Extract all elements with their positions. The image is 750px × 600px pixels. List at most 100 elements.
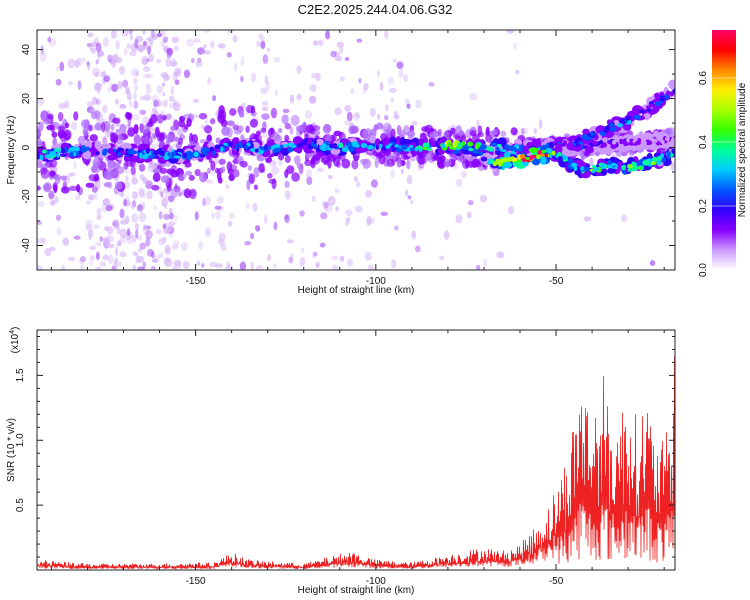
spectrogram-cell [120,219,128,225]
spectrogram-cell [253,184,258,190]
spectrogram-cell [99,261,107,267]
spectrogram-cell [37,185,41,191]
spectrogram-cell [114,98,119,105]
spectrogram-cell [127,127,136,137]
spectrogram-cell [667,151,671,157]
spectrogram-cell [128,100,133,108]
spectrogram-cell [75,150,80,156]
spectrogram-cell [375,150,383,160]
spectrogram-cell [170,187,179,199]
spectrogram-cell [148,54,154,62]
spectrogram-cell [537,150,543,155]
spectrogram-cell [168,95,175,103]
spectrogram-cell [406,174,413,185]
spectrogram-cell [57,111,64,122]
spectrogram-cell [83,119,90,129]
spectrogram-cell [333,130,342,137]
spectrogram-cell [233,129,242,135]
spectrogram-cell [331,264,338,270]
spectrogram-cell [192,98,199,104]
spectrogram-cell [313,130,321,136]
spectrogram-cell [238,110,245,118]
spectrogram-cell [93,224,101,230]
spectrogram-cell [332,156,340,167]
spectrogram-cell [87,194,95,201]
spectrogram-cell [88,228,94,238]
spectrogram-cell [264,144,268,150]
spectrogram-cell [51,131,58,138]
spectrogram-cell [132,264,137,270]
spectrogram-cell [457,142,462,148]
spectrogram-cell [416,145,423,150]
spectrogram-cell [246,179,251,191]
snr-marks [37,356,675,570]
spectrogram-cell [656,159,662,166]
spectrogram-cell [411,230,417,240]
spectrogram-cell [150,32,157,39]
spectrogram-cell [394,144,400,148]
spectrogram-cell [296,93,302,101]
y-tick-label: 1.5 [15,368,26,382]
spectrogram-cell [158,100,163,107]
spectrogram-cell [165,57,172,68]
spectrogram-cell [633,114,641,120]
spectrogram-cell [220,166,226,173]
spectrogram-cell [238,144,244,149]
spectrogram-cell [205,227,211,237]
spectrogram-cell [267,172,273,179]
spectrogram-cell [622,164,626,171]
spectrogram-cell [670,138,675,144]
spectrogram-cell [145,148,150,154]
spectrogram-cell [112,117,121,124]
spectrogram-cell [671,148,675,154]
spectrogram-cell [546,147,553,154]
spectrogram-cell [131,177,139,185]
spectrogram-cell [358,77,362,84]
spectrogram-frame [36,29,676,271]
spectrogram-cell [161,236,167,244]
spectrogram-cell [383,114,389,121]
spectrogram-x-label: Height of straight line (km) [298,285,415,296]
spectrogram-cell [492,167,500,177]
spectrogram-cell [268,178,277,184]
spectrogram-cell [312,250,316,259]
spectrogram-cell [602,142,607,148]
spectrogram-cell [264,214,268,225]
spectrogram-cell [95,151,100,156]
spectrogram-cell [49,151,57,157]
spectrogram-cell [82,150,92,160]
spectrogram-cell [172,71,178,82]
spectrogram-cell [162,91,166,97]
spectrogram-cell [169,212,174,220]
spectrogram-cell [165,113,172,121]
spectrogram-cell [254,148,259,153]
spectrogram-cell [170,125,176,131]
spectrogram-cell [128,30,134,35]
spectrogram-cell [220,243,227,252]
spectrogram-cell [115,128,120,134]
spectrogram-cell [133,77,138,85]
spectrogram-cell [400,144,408,150]
spectrogram-cell [115,246,119,257]
spectrogram-cell [77,135,87,146]
spectrogram-cell [170,169,179,178]
spectrogram-cell [150,113,158,124]
spectrogram-cell [591,164,597,169]
spectrogram-cell [226,120,235,127]
y-tick-label: -40 [21,238,32,253]
spectrogram-cell [186,150,192,156]
spectrogram-cell [344,56,350,62]
spectrogram-cell [270,107,277,119]
spectrogram-cell [461,145,469,151]
spectrogram-cell [102,254,109,261]
spectrogram-cell [252,202,258,212]
spectrogram-cell [403,74,409,83]
spectrogram-cell [184,170,193,176]
spectrogram-cell [82,57,86,63]
spectrogram-cell [155,155,159,159]
spectrogram-cell [171,165,177,171]
spectrogram-cell [256,40,261,48]
spectrogram-cell [562,139,568,146]
spectrogram-panel: -150 -100 -50 -40 -20 0 20 40 Height of straigh… [6,29,676,296]
